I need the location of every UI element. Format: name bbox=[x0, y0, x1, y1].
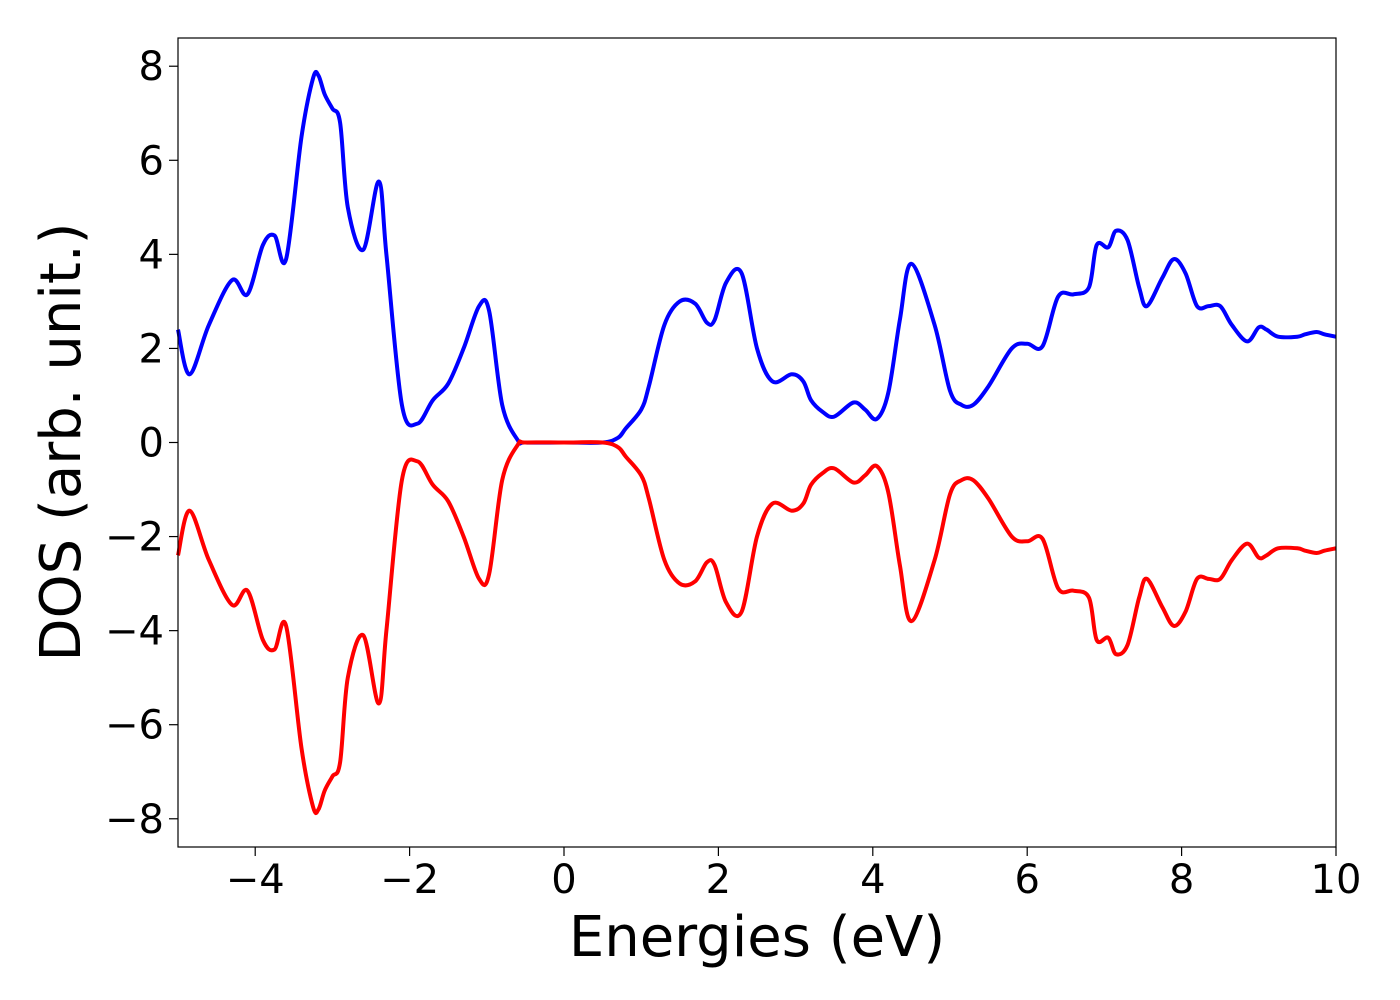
x-tick-label: −4 bbox=[226, 857, 285, 903]
x-tick-label: 6 bbox=[1014, 857, 1039, 903]
x-tick-label: 2 bbox=[706, 857, 731, 903]
y-tick-label: −8 bbox=[105, 797, 164, 843]
x-tick-label: 4 bbox=[860, 857, 885, 903]
dos-down-line bbox=[176, 439, 1337, 816]
x-axis-label: Energies (eV) bbox=[569, 905, 945, 970]
y-tick-label: −2 bbox=[105, 515, 164, 561]
y-axis-label: DOS (arb. unit.) bbox=[29, 222, 94, 661]
y-tick-label: 2 bbox=[139, 326, 164, 372]
y-tick-label: 4 bbox=[139, 232, 164, 278]
y-tick-label: 6 bbox=[139, 138, 164, 184]
y-tick-label: −6 bbox=[105, 703, 164, 749]
y-tick-label: 0 bbox=[139, 421, 164, 467]
series-layer bbox=[176, 69, 1337, 816]
dos-up-line bbox=[176, 69, 1337, 446]
y-tick-label: 8 bbox=[139, 44, 164, 90]
plot-frame bbox=[177, 37, 1337, 848]
x-tick-label: 0 bbox=[551, 857, 576, 903]
x-axis: −4 −2 0 2 4 6 8 10 bbox=[226, 847, 1362, 903]
x-tick-label: 8 bbox=[1169, 857, 1194, 903]
x-tick-label: −2 bbox=[380, 857, 439, 903]
x-tick-label: 10 bbox=[1311, 857, 1362, 903]
y-tick-label: −4 bbox=[105, 609, 164, 655]
y-axis: 8 6 4 2 0 −2 −4 −6 −8 bbox=[105, 44, 178, 843]
